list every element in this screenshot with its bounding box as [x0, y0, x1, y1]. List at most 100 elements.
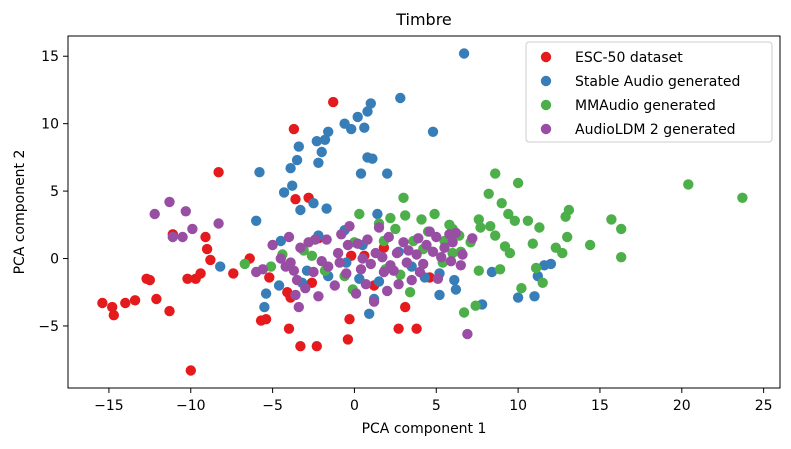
data-point — [503, 208, 514, 220]
data-point — [295, 242, 306, 253]
data-point — [403, 245, 414, 256]
data-point — [167, 231, 178, 243]
y-tick-label: 5 — [50, 184, 59, 200]
data-point — [311, 341, 322, 352]
data-point — [120, 297, 131, 309]
series-2 — [215, 48, 557, 319]
data-point — [341, 268, 352, 279]
data-point — [278, 187, 290, 198]
data-point — [483, 188, 494, 199]
data-point — [377, 252, 388, 263]
data-point — [522, 215, 534, 226]
data-point — [357, 253, 368, 264]
data-point — [346, 123, 357, 135]
data-point — [213, 167, 224, 178]
data-point — [431, 231, 442, 243]
data-point — [308, 266, 319, 278]
data-point — [445, 256, 457, 267]
data-point — [144, 274, 155, 286]
data-point — [344, 314, 355, 325]
data-point — [182, 273, 193, 284]
legend-marker — [540, 99, 552, 111]
data-point — [367, 153, 378, 164]
data-point — [737, 192, 748, 203]
data-point — [683, 179, 694, 190]
data-point — [400, 210, 411, 221]
data-point — [264, 272, 275, 283]
data-point — [512, 292, 524, 303]
data-point — [342, 334, 354, 345]
data-point — [291, 154, 303, 166]
legend-marker — [540, 51, 552, 63]
data-point — [490, 168, 501, 179]
data-point — [616, 252, 627, 263]
data-point — [616, 223, 627, 235]
x-tick-label: 10 — [509, 398, 527, 414]
data-point — [355, 168, 367, 179]
legend-label: Stable Audio generated — [575, 74, 740, 90]
data-point — [398, 237, 409, 248]
data-point — [416, 214, 427, 225]
data-point — [458, 307, 470, 318]
data-point — [436, 252, 447, 263]
legend: ESC-50 dataset Stable Audio generated MMAu… — [525, 41, 773, 143]
data-point — [149, 208, 160, 220]
data-point — [344, 221, 355, 232]
data-point — [365, 258, 376, 270]
data-point — [308, 198, 319, 209]
data-point — [545, 258, 557, 270]
plot-frame — [67, 35, 781, 389]
data-point — [434, 289, 445, 301]
y-tick-label: −5 — [38, 319, 59, 335]
data-point — [321, 234, 332, 245]
data-point — [391, 247, 403, 259]
data-point — [378, 266, 390, 278]
data-point — [108, 310, 120, 321]
data-point — [187, 223, 198, 235]
data-point — [411, 249, 422, 260]
y-tick-label: 15 — [41, 49, 59, 65]
data-point — [319, 134, 331, 145]
data-point — [313, 291, 324, 302]
data-point — [486, 266, 498, 278]
data-point — [97, 297, 108, 309]
data-point — [385, 212, 396, 224]
data-point — [228, 268, 239, 279]
data-point — [400, 301, 411, 313]
data-point — [516, 283, 527, 294]
data-point — [293, 141, 304, 152]
data-point — [290, 194, 301, 205]
data-point — [300, 283, 311, 294]
data-point — [388, 265, 399, 276]
data-point — [475, 222, 486, 233]
data-point — [494, 264, 506, 275]
data-point — [164, 305, 175, 317]
data-point — [372, 208, 383, 220]
x-axis-label: PCA component 1 — [362, 421, 487, 437]
data-point — [290, 289, 301, 301]
data-point — [509, 215, 520, 226]
x-tick-label: 25 — [755, 398, 773, 414]
data-point — [328, 96, 339, 108]
data-point — [283, 323, 295, 334]
data-point — [534, 222, 545, 233]
data-point — [259, 301, 270, 313]
data-point — [195, 268, 206, 279]
data-point — [254, 167, 265, 178]
x-tick-label: −15 — [94, 398, 124, 414]
data-point — [107, 301, 118, 313]
data-point — [306, 250, 318, 261]
data-point — [470, 300, 481, 311]
data-point — [316, 146, 327, 158]
data-point — [393, 279, 404, 290]
data-point — [239, 258, 250, 270]
x-tick-label: 20 — [673, 398, 691, 414]
x-axis-ticks: −15 −10 −5 0 5 10 15 20 25 — [94, 388, 773, 414]
data-point — [606, 214, 617, 225]
data-point — [283, 231, 295, 243]
data-point — [458, 48, 470, 59]
legend-items: ESC-50 dataset Stable Audio generated MMAu… — [540, 50, 740, 138]
data-point — [427, 126, 439, 137]
data-point — [295, 341, 306, 352]
